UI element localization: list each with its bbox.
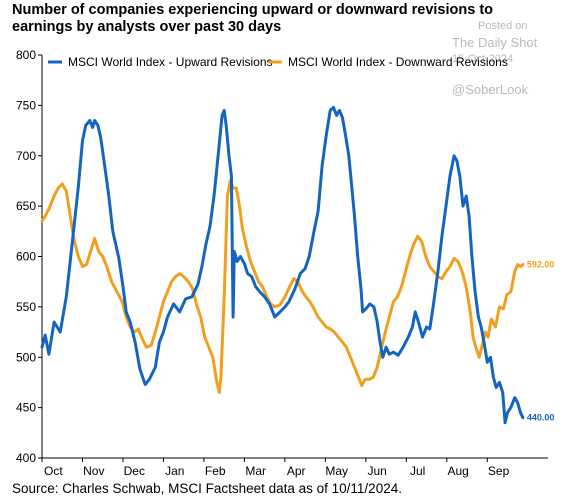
watermark-handle: @SoberLook bbox=[452, 82, 529, 97]
legend-label-upward: MSCI World Index - Upward Revisions bbox=[68, 55, 273, 69]
y-tick-label: 700 bbox=[16, 149, 36, 163]
y-tick-label: 800 bbox=[16, 48, 36, 62]
chart-title: Number of companies experiencing upward … bbox=[12, 2, 494, 35]
series-line-upward bbox=[40, 105, 525, 425]
series-layer: 440.00 592.00 bbox=[40, 105, 555, 425]
x-tick-label: Jan bbox=[165, 464, 184, 478]
watermark-site: The Daily Shot bbox=[452, 35, 538, 50]
y-tick-label: 450 bbox=[16, 401, 36, 415]
x-tick-label: Oct bbox=[44, 464, 63, 478]
chart-axes: 400 450 500 550 600 650 700 750 800 Oct Nov Dec Jan F… bbox=[16, 48, 548, 478]
x-tick-label: Nov bbox=[83, 464, 104, 478]
x-tick-label: Mar bbox=[245, 464, 266, 478]
end-value-label-downward: 592.00 bbox=[527, 260, 555, 270]
source-note: Source: Charles Schwab, MSCI Factsheet d… bbox=[12, 481, 402, 496]
x-tick-label: Feb bbox=[205, 464, 226, 478]
legend-label-downward: MSCI World Index - Downward Revisions bbox=[288, 55, 508, 69]
x-tick-label: Jun bbox=[367, 464, 386, 478]
x-tick-label: Aug bbox=[447, 464, 468, 478]
y-tick-label: 600 bbox=[16, 250, 36, 264]
end-value-label-upward: 440.00 bbox=[527, 413, 555, 423]
y-tick-label: 550 bbox=[16, 300, 36, 314]
x-tick-label: Jul bbox=[410, 464, 425, 478]
y-tick-label: 500 bbox=[16, 350, 36, 364]
x-tick-label: Apr bbox=[287, 464, 306, 478]
x-tick-label: May bbox=[325, 464, 348, 478]
watermark-date: 15-Oct-2024 bbox=[452, 53, 514, 65]
y-tick-label: 750 bbox=[16, 98, 36, 112]
chart-legend: MSCI World Index - Upward Revisions MSCI … bbox=[48, 55, 508, 69]
watermark-posted: Posted on bbox=[478, 20, 528, 32]
x-tick-label: Dec bbox=[124, 464, 145, 478]
series-line-downward bbox=[40, 179, 525, 394]
y-tick-label: 400 bbox=[16, 451, 36, 465]
x-tick-label: Sep bbox=[488, 464, 510, 478]
y-tick-label: 650 bbox=[16, 199, 36, 213]
